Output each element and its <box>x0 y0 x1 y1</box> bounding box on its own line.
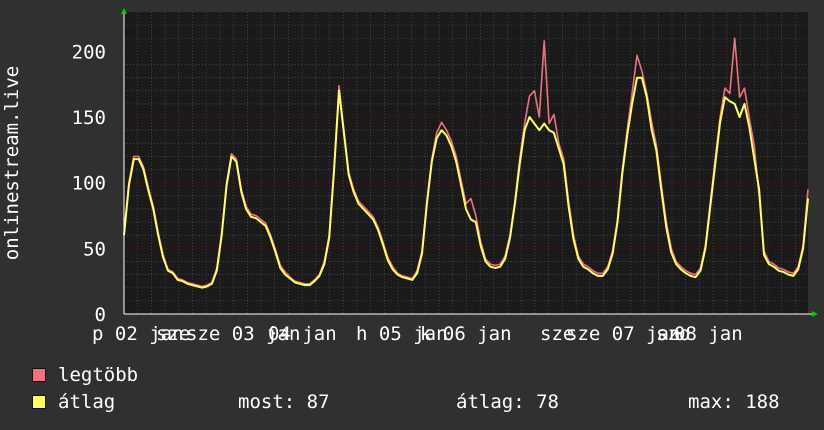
x-tick-label: h 05 jan <box>356 323 448 345</box>
stat-average: átlag: 78 <box>456 391 559 413</box>
x-tick-label: sze 07 jan <box>566 323 680 345</box>
y-axis-label: onlinestream.live <box>1 66 23 260</box>
x-axis-arrow <box>812 311 818 317</box>
x-tick-label: 08 jan <box>674 323 743 345</box>
x-tick-label: szo <box>656 323 690 345</box>
legend-label-avg: átlag <box>58 391 116 413</box>
legend-swatch-avg <box>32 395 46 409</box>
y-axis-arrow <box>121 8 127 14</box>
legend-swatch-max <box>32 368 46 382</box>
y-tick-label: 0 <box>95 304 106 326</box>
x-tick-label: p 02 jan <box>92 323 184 345</box>
axes-layer <box>121 8 818 317</box>
series-layer <box>123 37 809 289</box>
x-tick-label: 04 jan <box>268 323 337 345</box>
stat-max: max: 188 <box>688 391 780 413</box>
y-tick-label: 50 <box>83 238 106 260</box>
series-line-avg <box>123 76 809 289</box>
stat-now: most: 87 <box>238 391 330 413</box>
y-tick-label: 150 <box>72 107 106 129</box>
x-tick-label: k 06 jan <box>420 323 512 345</box>
y-tick-label: 200 <box>72 41 106 63</box>
legend-item-max: legtöbb <box>32 364 138 386</box>
plot-area <box>124 12 808 314</box>
legend-label-max: legtöbb <box>58 364 139 386</box>
x-tick-label: sze 03 jan <box>186 323 300 345</box>
grid-major <box>124 50 808 249</box>
x-tick-label: sze <box>156 323 190 345</box>
y-tick-labels: 0 50 100 150 200 <box>72 41 106 326</box>
x-tick-label: sze <box>540 323 574 345</box>
legend-item-avg: átlag <box>32 391 115 413</box>
y-tick-label: 100 <box>72 173 106 195</box>
